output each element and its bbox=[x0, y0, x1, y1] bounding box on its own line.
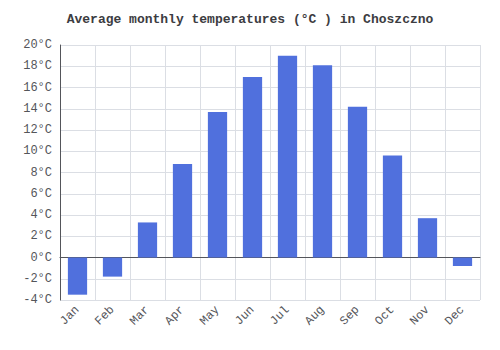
svg-text:8°C: 8°C bbox=[30, 166, 52, 180]
svg-text:20°C: 20°C bbox=[23, 38, 52, 52]
svg-text:0°C: 0°C bbox=[30, 251, 52, 265]
svg-text:Aug: Aug bbox=[302, 303, 327, 328]
svg-text:Jul: Jul bbox=[267, 303, 292, 328]
svg-text:Mar: Mar bbox=[127, 303, 152, 328]
svg-text:6°C: 6°C bbox=[30, 187, 52, 201]
svg-text:14°C: 14°C bbox=[23, 102, 52, 116]
svg-text:-2°C: -2°C bbox=[23, 272, 52, 286]
svg-text:12°C: 12°C bbox=[23, 123, 52, 137]
svg-text:4°C: 4°C bbox=[30, 208, 52, 222]
svg-text:Nov: Nov bbox=[407, 303, 432, 328]
svg-text:Average monthly temperatures (: Average monthly temperatures (°C ) in Ch… bbox=[67, 12, 434, 27]
svg-text:Jun: Jun bbox=[232, 303, 257, 328]
svg-text:-4°C: -4°C bbox=[23, 293, 52, 307]
svg-text:Apr: Apr bbox=[162, 303, 187, 328]
svg-text:Feb: Feb bbox=[92, 303, 117, 328]
svg-text:2°C: 2°C bbox=[30, 229, 52, 243]
svg-text:Dec: Dec bbox=[442, 303, 467, 328]
svg-text:16°C: 16°C bbox=[23, 81, 52, 95]
svg-text:Oct: Oct bbox=[372, 303, 397, 328]
svg-text:May: May bbox=[197, 303, 222, 328]
svg-text:18°C: 18°C bbox=[23, 59, 52, 73]
svg-text:Sep: Sep bbox=[337, 303, 362, 328]
svg-text:Jan: Jan bbox=[57, 303, 82, 328]
svg-text:10°C: 10°C bbox=[23, 144, 52, 158]
